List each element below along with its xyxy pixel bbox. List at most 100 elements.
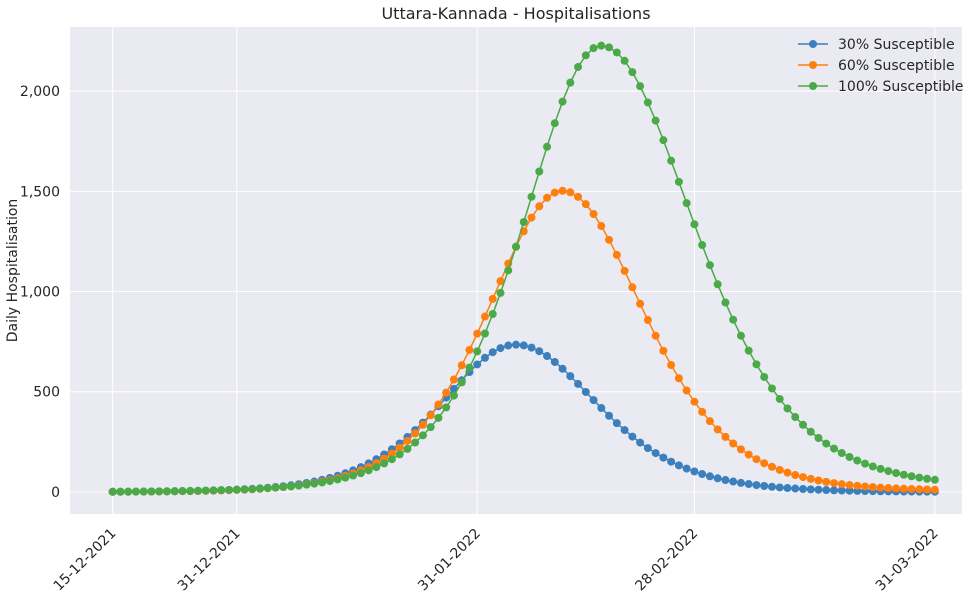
data-point: [612, 48, 621, 57]
data-point: [760, 481, 769, 490]
data-point: [263, 484, 272, 493]
legend-label: 100% Susceptible: [838, 79, 964, 95]
data-point: [457, 361, 466, 370]
data-point: [744, 346, 753, 355]
data-point: [294, 481, 303, 490]
data-point: [449, 391, 458, 400]
data-point: [217, 486, 226, 495]
data-point: [783, 468, 792, 477]
data-point: [271, 483, 280, 492]
data-point: [519, 341, 528, 350]
data-point: [473, 360, 482, 369]
data-point: [418, 420, 427, 429]
data-point: [333, 475, 342, 484]
data-point: [131, 487, 140, 496]
data-point: [566, 372, 575, 381]
data-point: [791, 413, 800, 422]
data-point: [667, 156, 676, 165]
data-point: [162, 487, 171, 496]
data-point: [349, 471, 358, 480]
data-point: [620, 56, 629, 65]
data-point: [403, 436, 412, 445]
legend-item: 100% Susceptible: [798, 79, 964, 95]
data-point: [527, 343, 536, 352]
data-point: [550, 119, 559, 128]
data-point: [791, 484, 800, 493]
data-point: [496, 344, 505, 353]
data-point: [426, 423, 435, 432]
data-point: [736, 478, 745, 487]
data-point: [496, 288, 505, 297]
data-point: [310, 479, 319, 488]
data-point: [837, 480, 846, 489]
data-point: [899, 484, 908, 493]
data-point: [543, 142, 552, 151]
data-point: [868, 483, 877, 492]
data-point: [682, 199, 691, 208]
data-point: [775, 465, 784, 474]
data-point: [876, 483, 885, 492]
data-point: [527, 213, 536, 222]
data-point: [806, 427, 815, 436]
data-point: [853, 481, 862, 490]
data-point: [543, 352, 552, 361]
data-point: [620, 426, 629, 435]
data-point: [892, 484, 901, 493]
data-point: [612, 250, 621, 259]
legend-label: 30% Susceptible: [838, 37, 955, 53]
data-point: [806, 474, 815, 483]
data-point: [628, 432, 637, 441]
data-point: [248, 485, 257, 494]
data-point: [201, 486, 210, 495]
data-point: [674, 374, 683, 383]
data-point: [558, 364, 567, 373]
data-point: [798, 485, 807, 493]
data-point: [636, 299, 645, 308]
data-point: [705, 261, 714, 270]
data-point: [473, 329, 482, 338]
data-point: [426, 411, 435, 420]
data-point: [853, 456, 862, 465]
y-tick-label: 2,000: [20, 84, 60, 100]
data-point: [822, 439, 831, 448]
legend-marker: [809, 61, 817, 69]
data-point: [767, 482, 776, 491]
data-point: [721, 476, 730, 485]
data-point: [705, 472, 714, 481]
data-point: [744, 480, 753, 489]
data-point: [752, 360, 761, 369]
data-point: [752, 481, 761, 490]
data-point: [325, 477, 334, 486]
data-point: [659, 136, 668, 145]
data-point: [232, 485, 241, 494]
data-point: [589, 44, 598, 53]
data-point: [380, 459, 389, 468]
data-point: [597, 41, 606, 50]
data-point: [612, 419, 621, 428]
data-point: [744, 450, 753, 459]
data-point: [876, 464, 885, 473]
data-point: [930, 485, 939, 494]
data-point: [535, 202, 544, 211]
data-point: [581, 387, 590, 396]
data-point: [457, 378, 466, 387]
data-point: [923, 474, 932, 483]
data-point: [729, 477, 738, 486]
x-tick-label: 31-12-2021: [175, 526, 244, 591]
data-point: [178, 487, 187, 496]
data-point: [605, 43, 614, 52]
y-tick-label: 1,000: [20, 285, 60, 301]
data-point: [651, 449, 660, 458]
data-point: [473, 347, 482, 356]
data-point: [736, 445, 745, 454]
data-point: [713, 425, 722, 434]
data-point: [837, 486, 846, 495]
data-point: [465, 345, 474, 354]
data-point: [620, 266, 629, 275]
data-point: [767, 462, 776, 471]
data-point: [279, 483, 288, 492]
data-point: [915, 473, 924, 482]
data-point: [837, 449, 846, 458]
legend: 30% Susceptible 60% Susceptible 100% Susce…: [798, 37, 964, 95]
